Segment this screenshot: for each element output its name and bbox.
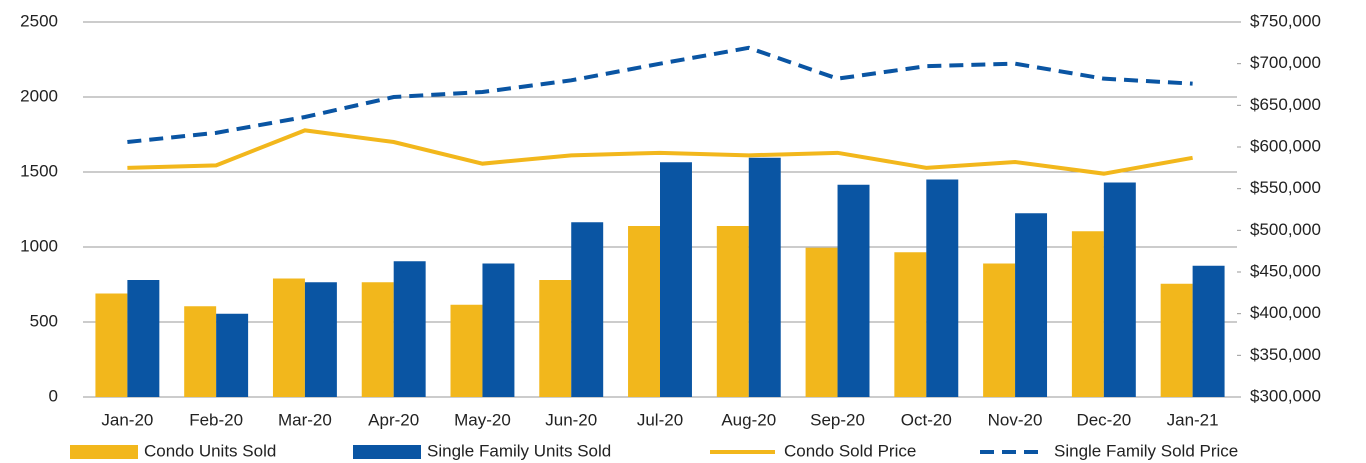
bar [894,252,927,397]
y-tick-label: 2500 [20,11,58,30]
y2-tick-label: $550,000 [1250,178,1321,197]
x-tick-label: May-20 [454,410,511,429]
bar [1071,231,1104,397]
bar [571,222,604,397]
bar [304,282,337,397]
y2-tick-label: $350,000 [1250,345,1321,364]
x-tick-label: Aug-20 [721,410,776,429]
bar [539,280,572,397]
x-tick-label: Mar-20 [278,410,332,429]
x-tick-label: Jul-20 [637,410,683,429]
bar [837,184,870,397]
bar [805,247,838,397]
bar [1192,265,1225,397]
legend-swatch [70,445,138,459]
y-tick-label: 1000 [20,236,58,255]
x-tick-label: Oct-20 [901,410,952,429]
legend-label: Condo Units Sold [144,441,276,460]
x-tick-label: Jun-20 [545,410,597,429]
bar [628,226,660,397]
y2-tick-label: $650,000 [1250,95,1321,114]
bar [450,304,483,397]
x-tick-label: Feb-20 [189,410,243,429]
y2-tick-label: $750,000 [1250,11,1321,30]
x-tick-label: Apr-20 [368,410,419,429]
bar [716,226,749,397]
x-tick-label: Nov-20 [988,410,1043,429]
y-tick-label: 1500 [20,161,58,180]
legend-swatch [353,445,421,459]
bar [1103,182,1136,397]
bar [127,280,160,397]
legend-label: Single Family Units Sold [427,441,611,460]
x-tick-label: Dec-20 [1076,410,1131,429]
x-tick-label: Sep-20 [810,410,865,429]
bar [272,278,305,397]
y-tick-label: 0 [49,386,58,405]
legend-label: Single Family Sold Price [1054,441,1238,460]
y2-tick-label: $450,000 [1250,261,1321,280]
legend-label: Condo Sold Price [784,441,916,460]
y-tick-label: 500 [30,311,58,330]
bar [660,162,692,397]
bar [95,293,128,397]
y2-tick-label: $700,000 [1250,53,1321,72]
x-tick-label: Jan-21 [1167,410,1219,429]
bar [1160,283,1193,397]
y2-tick-label: $400,000 [1250,303,1321,322]
x-tick-label: Jan-20 [101,410,153,429]
y-tick-label: 2000 [20,86,58,105]
bar [184,306,217,397]
bar [748,157,781,397]
bar [393,261,426,397]
bar [361,282,394,397]
y2-tick-label: $500,000 [1250,220,1321,239]
bar [216,313,249,397]
line-series [127,128,1193,176]
y2-tick-label: $300,000 [1250,386,1321,405]
line-series [127,45,1193,144]
bar [926,179,959,397]
bar [1015,213,1048,397]
bar [983,263,1016,397]
y2-tick-label: $600,000 [1250,136,1321,155]
bar [482,263,515,397]
